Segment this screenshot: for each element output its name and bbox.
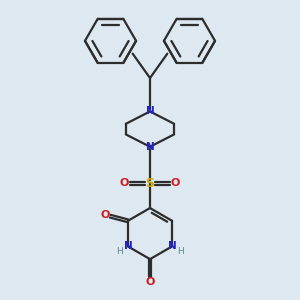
Text: N: N xyxy=(146,142,154,152)
Text: N: N xyxy=(168,242,176,251)
Text: H: H xyxy=(116,248,123,256)
Text: N: N xyxy=(146,106,154,116)
Text: O: O xyxy=(171,178,180,188)
Text: H: H xyxy=(177,248,184,256)
Text: O: O xyxy=(120,178,129,188)
Text: O: O xyxy=(145,278,155,287)
Text: S: S xyxy=(146,177,154,190)
Text: N: N xyxy=(124,242,132,251)
Text: O: O xyxy=(101,210,110,220)
